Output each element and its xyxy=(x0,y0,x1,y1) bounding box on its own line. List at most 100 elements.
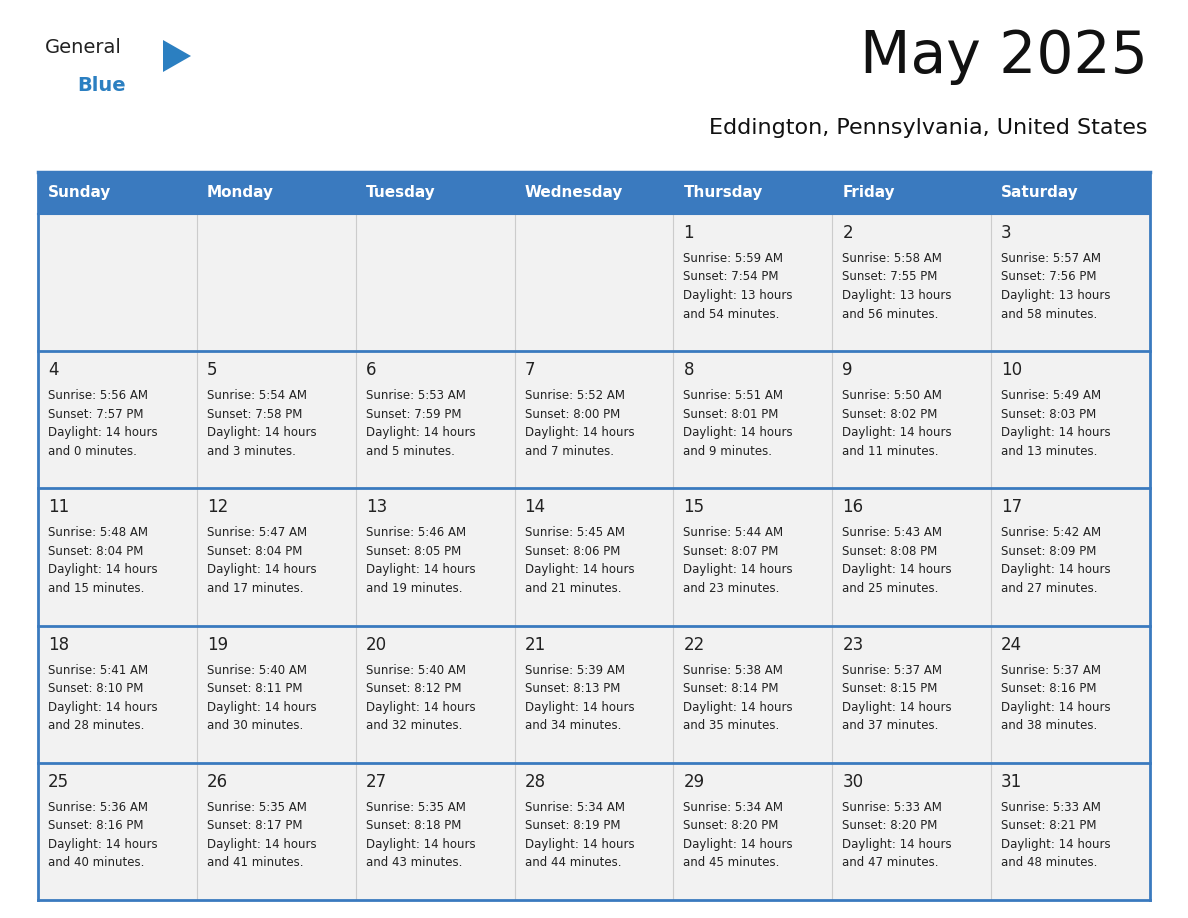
Text: Sunrise: 5:49 AM
Sunset: 8:03 PM
Daylight: 14 hours
and 13 minutes.: Sunrise: 5:49 AM Sunset: 8:03 PM Dayligh… xyxy=(1001,389,1111,458)
Text: Sunrise: 5:54 AM
Sunset: 7:58 PM
Daylight: 14 hours
and 3 minutes.: Sunrise: 5:54 AM Sunset: 7:58 PM Dayligh… xyxy=(207,389,316,458)
Bar xyxy=(38,625,197,763)
Text: 3: 3 xyxy=(1001,224,1012,242)
Text: Sunrise: 5:34 AM
Sunset: 8:19 PM
Daylight: 14 hours
and 44 minutes.: Sunrise: 5:34 AM Sunset: 8:19 PM Dayligh… xyxy=(525,800,634,869)
Bar xyxy=(355,625,514,763)
Text: Sunday: Sunday xyxy=(48,185,112,200)
Text: Sunrise: 5:37 AM
Sunset: 8:16 PM
Daylight: 14 hours
and 38 minutes.: Sunrise: 5:37 AM Sunset: 8:16 PM Dayligh… xyxy=(1001,664,1111,732)
Bar xyxy=(991,625,1150,763)
Text: Sunrise: 5:34 AM
Sunset: 8:20 PM
Daylight: 14 hours
and 45 minutes.: Sunrise: 5:34 AM Sunset: 8:20 PM Dayligh… xyxy=(683,800,794,869)
Bar xyxy=(38,214,197,352)
Text: 9: 9 xyxy=(842,361,853,379)
Text: 23: 23 xyxy=(842,635,864,654)
Text: 18: 18 xyxy=(48,635,69,654)
Text: 29: 29 xyxy=(683,773,704,790)
Text: Sunrise: 5:58 AM
Sunset: 7:55 PM
Daylight: 13 hours
and 56 minutes.: Sunrise: 5:58 AM Sunset: 7:55 PM Dayligh… xyxy=(842,252,952,320)
Bar xyxy=(355,214,514,352)
Text: Sunrise: 5:46 AM
Sunset: 8:05 PM
Daylight: 14 hours
and 19 minutes.: Sunrise: 5:46 AM Sunset: 8:05 PM Dayligh… xyxy=(366,526,475,595)
Text: 10: 10 xyxy=(1001,361,1022,379)
Text: Sunrise: 5:47 AM
Sunset: 8:04 PM
Daylight: 14 hours
and 17 minutes.: Sunrise: 5:47 AM Sunset: 8:04 PM Dayligh… xyxy=(207,526,316,595)
Text: 28: 28 xyxy=(525,773,545,790)
Text: Sunrise: 5:42 AM
Sunset: 8:09 PM
Daylight: 14 hours
and 27 minutes.: Sunrise: 5:42 AM Sunset: 8:09 PM Dayligh… xyxy=(1001,526,1111,595)
Text: 2: 2 xyxy=(842,224,853,242)
Bar xyxy=(38,488,197,625)
Text: May 2025: May 2025 xyxy=(860,28,1148,85)
Text: Sunrise: 5:35 AM
Sunset: 8:18 PM
Daylight: 14 hours
and 43 minutes.: Sunrise: 5:35 AM Sunset: 8:18 PM Dayligh… xyxy=(366,800,475,869)
Bar xyxy=(197,763,355,900)
Text: Sunrise: 5:41 AM
Sunset: 8:10 PM
Daylight: 14 hours
and 28 minutes.: Sunrise: 5:41 AM Sunset: 8:10 PM Dayligh… xyxy=(48,664,158,732)
Text: General: General xyxy=(45,38,122,57)
Bar xyxy=(514,352,674,488)
Bar xyxy=(833,352,991,488)
Text: Sunrise: 5:43 AM
Sunset: 8:08 PM
Daylight: 14 hours
and 25 minutes.: Sunrise: 5:43 AM Sunset: 8:08 PM Dayligh… xyxy=(842,526,952,595)
Text: Wednesday: Wednesday xyxy=(525,185,623,200)
Bar xyxy=(991,214,1150,352)
Text: 21: 21 xyxy=(525,635,545,654)
Bar xyxy=(355,352,514,488)
Text: Sunrise: 5:53 AM
Sunset: 7:59 PM
Daylight: 14 hours
and 5 minutes.: Sunrise: 5:53 AM Sunset: 7:59 PM Dayligh… xyxy=(366,389,475,458)
Text: Sunrise: 5:48 AM
Sunset: 8:04 PM
Daylight: 14 hours
and 15 minutes.: Sunrise: 5:48 AM Sunset: 8:04 PM Dayligh… xyxy=(48,526,158,595)
Text: 20: 20 xyxy=(366,635,387,654)
Text: Sunrise: 5:44 AM
Sunset: 8:07 PM
Daylight: 14 hours
and 23 minutes.: Sunrise: 5:44 AM Sunset: 8:07 PM Dayligh… xyxy=(683,526,794,595)
Bar xyxy=(514,625,674,763)
Text: Sunrise: 5:37 AM
Sunset: 8:15 PM
Daylight: 14 hours
and 37 minutes.: Sunrise: 5:37 AM Sunset: 8:15 PM Dayligh… xyxy=(842,664,952,732)
Bar xyxy=(674,488,833,625)
Bar xyxy=(674,763,833,900)
Text: 27: 27 xyxy=(366,773,387,790)
Bar xyxy=(197,488,355,625)
Bar xyxy=(991,352,1150,488)
Text: Sunrise: 5:33 AM
Sunset: 8:20 PM
Daylight: 14 hours
and 47 minutes.: Sunrise: 5:33 AM Sunset: 8:20 PM Dayligh… xyxy=(842,800,952,869)
Text: 17: 17 xyxy=(1001,498,1022,517)
Bar xyxy=(833,214,991,352)
Text: Sunrise: 5:40 AM
Sunset: 8:11 PM
Daylight: 14 hours
and 30 minutes.: Sunrise: 5:40 AM Sunset: 8:11 PM Dayligh… xyxy=(207,664,316,732)
Text: Sunrise: 5:38 AM
Sunset: 8:14 PM
Daylight: 14 hours
and 35 minutes.: Sunrise: 5:38 AM Sunset: 8:14 PM Dayligh… xyxy=(683,664,794,732)
Text: 4: 4 xyxy=(48,361,58,379)
Bar xyxy=(674,214,833,352)
Bar xyxy=(514,488,674,625)
Bar xyxy=(833,625,991,763)
Text: Sunrise: 5:50 AM
Sunset: 8:02 PM
Daylight: 14 hours
and 11 minutes.: Sunrise: 5:50 AM Sunset: 8:02 PM Dayligh… xyxy=(842,389,952,458)
Text: Monday: Monday xyxy=(207,185,274,200)
Bar xyxy=(355,488,514,625)
Text: 11: 11 xyxy=(48,498,69,517)
Text: Sunrise: 5:45 AM
Sunset: 8:06 PM
Daylight: 14 hours
and 21 minutes.: Sunrise: 5:45 AM Sunset: 8:06 PM Dayligh… xyxy=(525,526,634,595)
Bar xyxy=(833,488,991,625)
Text: Tuesday: Tuesday xyxy=(366,185,436,200)
Text: Friday: Friday xyxy=(842,185,895,200)
Text: 31: 31 xyxy=(1001,773,1023,790)
Text: 24: 24 xyxy=(1001,635,1022,654)
Text: 7: 7 xyxy=(525,361,535,379)
Text: Sunrise: 5:52 AM
Sunset: 8:00 PM
Daylight: 14 hours
and 7 minutes.: Sunrise: 5:52 AM Sunset: 8:00 PM Dayligh… xyxy=(525,389,634,458)
Text: Sunrise: 5:35 AM
Sunset: 8:17 PM
Daylight: 14 hours
and 41 minutes.: Sunrise: 5:35 AM Sunset: 8:17 PM Dayligh… xyxy=(207,800,316,869)
Text: Sunrise: 5:57 AM
Sunset: 7:56 PM
Daylight: 13 hours
and 58 minutes.: Sunrise: 5:57 AM Sunset: 7:56 PM Dayligh… xyxy=(1001,252,1111,320)
Bar xyxy=(991,763,1150,900)
Bar xyxy=(514,763,674,900)
Text: 26: 26 xyxy=(207,773,228,790)
Bar xyxy=(514,214,674,352)
Bar xyxy=(38,352,197,488)
Text: 6: 6 xyxy=(366,361,377,379)
Text: 13: 13 xyxy=(366,498,387,517)
Text: Sunrise: 5:56 AM
Sunset: 7:57 PM
Daylight: 14 hours
and 0 minutes.: Sunrise: 5:56 AM Sunset: 7:57 PM Dayligh… xyxy=(48,389,158,458)
Text: Thursday: Thursday xyxy=(683,185,763,200)
Text: Sunrise: 5:33 AM
Sunset: 8:21 PM
Daylight: 14 hours
and 48 minutes.: Sunrise: 5:33 AM Sunset: 8:21 PM Dayligh… xyxy=(1001,800,1111,869)
Bar xyxy=(197,352,355,488)
Text: 5: 5 xyxy=(207,361,217,379)
Text: Blue: Blue xyxy=(77,76,126,95)
Text: Sunrise: 5:39 AM
Sunset: 8:13 PM
Daylight: 14 hours
and 34 minutes.: Sunrise: 5:39 AM Sunset: 8:13 PM Dayligh… xyxy=(525,664,634,732)
Text: Sunrise: 5:40 AM
Sunset: 8:12 PM
Daylight: 14 hours
and 32 minutes.: Sunrise: 5:40 AM Sunset: 8:12 PM Dayligh… xyxy=(366,664,475,732)
Bar xyxy=(674,625,833,763)
Text: 12: 12 xyxy=(207,498,228,517)
Text: 22: 22 xyxy=(683,635,704,654)
Text: Saturday: Saturday xyxy=(1001,185,1079,200)
Text: Sunrise: 5:51 AM
Sunset: 8:01 PM
Daylight: 14 hours
and 9 minutes.: Sunrise: 5:51 AM Sunset: 8:01 PM Dayligh… xyxy=(683,389,794,458)
Bar xyxy=(833,763,991,900)
Bar xyxy=(38,763,197,900)
Text: Sunrise: 5:59 AM
Sunset: 7:54 PM
Daylight: 13 hours
and 54 minutes.: Sunrise: 5:59 AM Sunset: 7:54 PM Dayligh… xyxy=(683,252,792,320)
Text: 16: 16 xyxy=(842,498,864,517)
Polygon shape xyxy=(163,40,191,72)
Bar xyxy=(197,625,355,763)
Bar xyxy=(355,763,514,900)
Text: Eddington, Pennsylvania, United States: Eddington, Pennsylvania, United States xyxy=(709,118,1148,138)
Bar xyxy=(197,214,355,352)
Text: 14: 14 xyxy=(525,498,545,517)
